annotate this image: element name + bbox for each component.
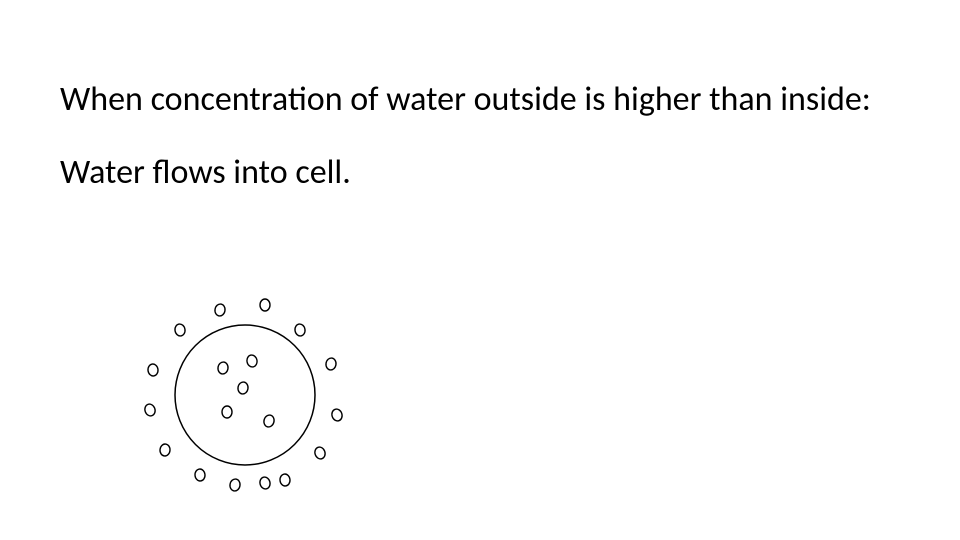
water-molecule-outside (330, 408, 343, 423)
water-molecule-inside (246, 354, 258, 368)
water-molecule-inside (217, 361, 229, 374)
water-molecule-outside (147, 363, 158, 376)
water-molecule-outside (294, 323, 306, 337)
water-molecule-outside (143, 403, 157, 418)
water-molecule-outside (259, 476, 272, 490)
heading-text: When concentration of water outside is h… (60, 80, 900, 119)
cell-diagram-svg (95, 275, 395, 515)
water-molecule-outside (229, 478, 241, 492)
slide: When concentration of water outside is h… (0, 0, 960, 540)
cell-membrane (175, 325, 315, 465)
water-molecule-outside (279, 474, 290, 487)
water-molecule-inside (222, 406, 232, 418)
water-molecule-outside (159, 444, 170, 457)
water-molecule-outside (325, 357, 337, 370)
water-molecule-outside (194, 469, 205, 482)
water-molecule-inside (237, 381, 249, 394)
cell-diagram (95, 275, 395, 515)
water-molecule-outside (174, 323, 186, 337)
subline-text: Water flows into cell. (60, 153, 900, 192)
water-molecule-outside (260, 299, 270, 311)
water-molecule-inside (263, 414, 276, 428)
water-molecule-outside (313, 446, 326, 461)
water-molecule-outside (214, 303, 226, 317)
